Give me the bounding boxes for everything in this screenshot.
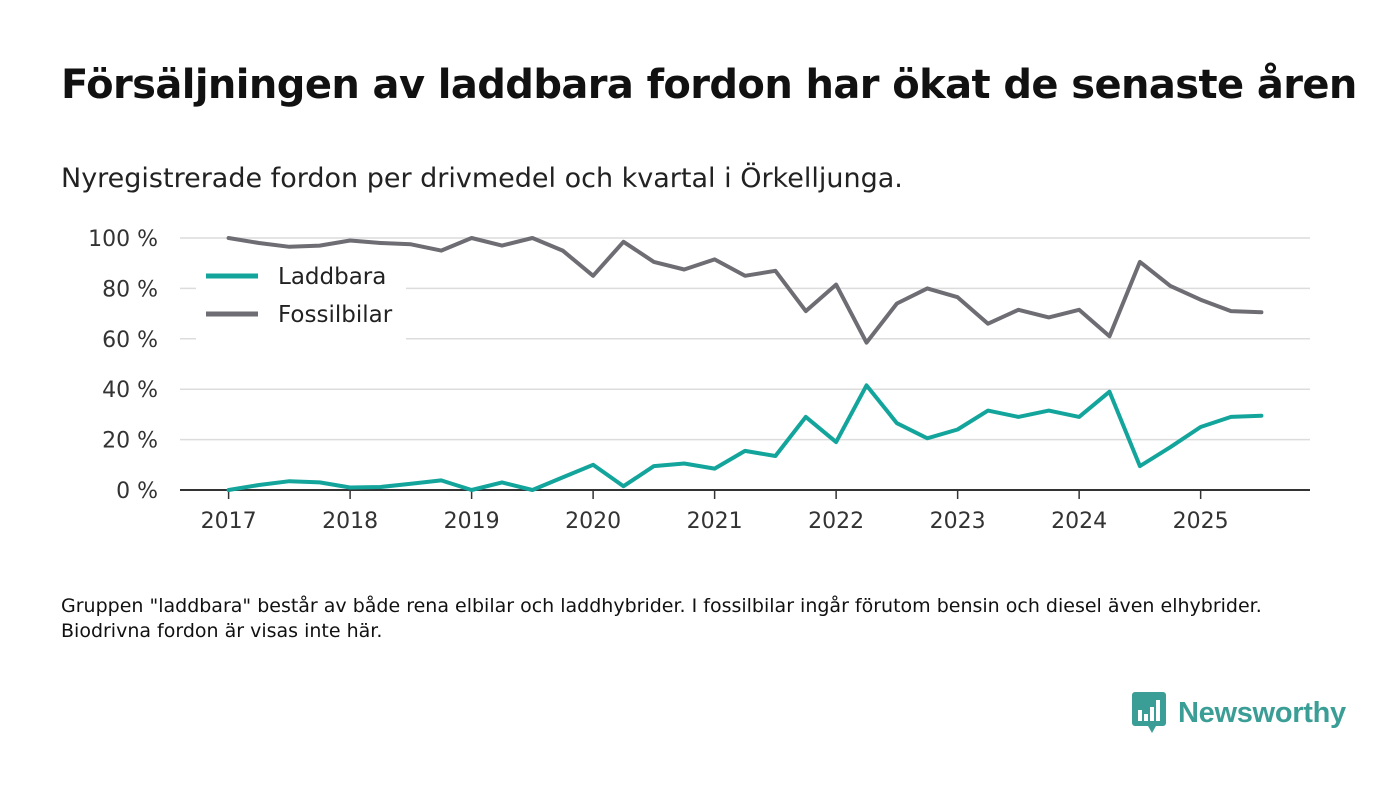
legend-label: Laddbara <box>278 264 386 290</box>
y-tick-label: 20 % <box>102 429 158 454</box>
y-axis-ticks: 0 % 20 % 40 % 60 % 80 % 100 % <box>88 227 158 504</box>
footnote: Gruppen "laddbara" består av både rena e… <box>61 595 1262 642</box>
y-tick-label: 80 % <box>102 277 158 302</box>
y-tick-label: 40 % <box>102 378 158 403</box>
legend-background <box>196 256 406 340</box>
legend-label: Fossilbilar <box>278 302 393 328</box>
x-tick-label: 2021 <box>687 509 743 534</box>
y-tick-label: 60 % <box>102 328 158 353</box>
series-line-laddbara <box>226 383 1264 492</box>
x-tick-label: 2018 <box>322 509 378 534</box>
newsworthy-logo: Newsworthy <box>1132 690 1346 736</box>
chart-title: Försäljningen av laddbara fordon har öka… <box>61 62 1357 108</box>
x-tick-label: 2025 <box>1173 509 1229 534</box>
legend: Laddbara Fossilbilar <box>196 256 406 340</box>
series-line-fossilbilar <box>226 236 1264 345</box>
x-axis-ticks: 2017 2018 2019 2020 2021 2022 2023 2024 2025 <box>201 490 1229 534</box>
y-tick-label: 100 % <box>88 227 158 252</box>
series-lines <box>226 236 1264 492</box>
x-tick-label: 2022 <box>808 509 864 534</box>
brand-name: Newsworthy <box>1178 696 1346 729</box>
x-tick-label: 2024 <box>1051 509 1107 534</box>
x-tick-label: 2023 <box>930 509 986 534</box>
y-tick-label: 0 % <box>116 479 158 504</box>
chart-subtitle: Nyregistrerade fordon per drivmedel och … <box>61 163 903 194</box>
x-tick-label: 2017 <box>201 509 257 534</box>
newsworthy-bars-icon <box>1132 692 1166 733</box>
x-tick-label: 2019 <box>444 509 500 534</box>
x-tick-label: 2020 <box>565 509 621 534</box>
